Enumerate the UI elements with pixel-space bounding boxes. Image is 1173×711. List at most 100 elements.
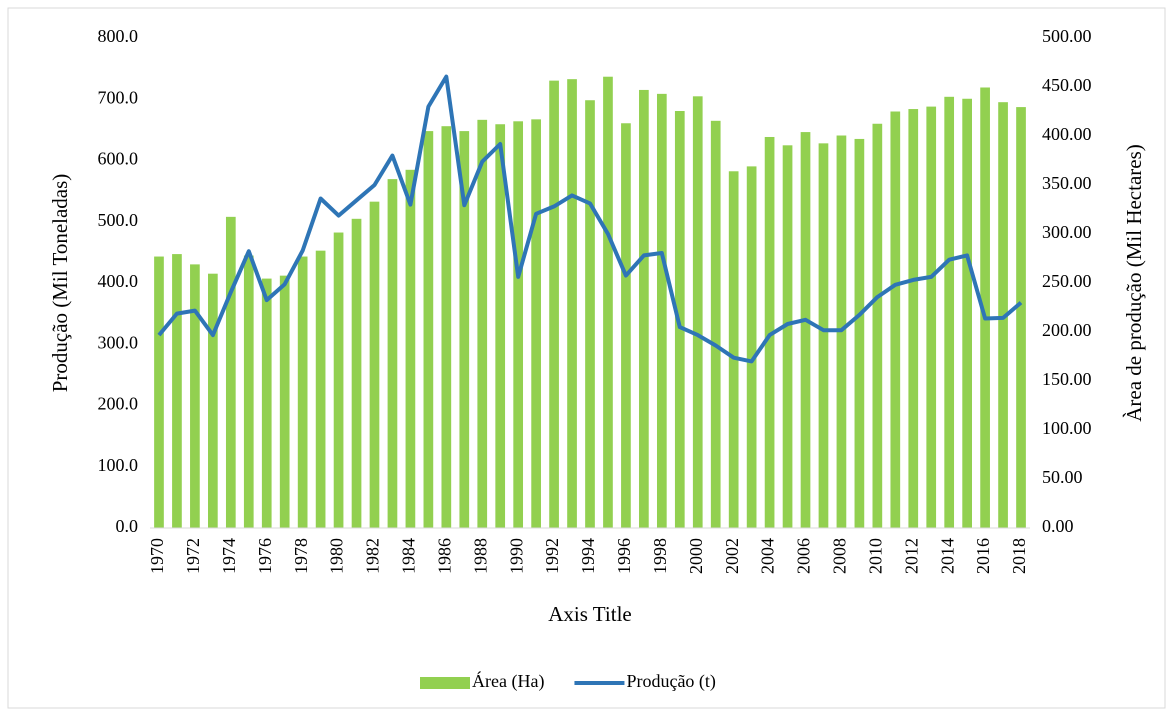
bar	[333, 232, 344, 528]
y2-tick-label: 250.00	[1042, 271, 1092, 291]
bar	[387, 179, 398, 528]
bar	[172, 254, 182, 528]
bar	[567, 79, 577, 528]
x-tick-label: 1996	[614, 538, 634, 574]
bar	[423, 131, 434, 528]
x-tick-label: 1990	[506, 538, 526, 574]
bar	[728, 171, 739, 528]
y2-tick-label: 400.00	[1042, 124, 1092, 144]
bar	[800, 132, 811, 528]
bar	[261, 278, 272, 528]
bar	[782, 145, 793, 528]
x-tick-label: 1992	[542, 538, 562, 574]
bar	[962, 98, 972, 528]
y-tick-label: 800.0	[98, 26, 139, 46]
bar	[944, 96, 955, 529]
bar	[603, 76, 613, 529]
bar	[441, 126, 452, 528]
bar	[998, 102, 1008, 528]
bar	[297, 256, 308, 528]
bar	[656, 93, 667, 529]
x-tick-label: 1994	[578, 538, 598, 574]
bar	[369, 201, 380, 528]
y-tick-label: 600.0	[98, 149, 139, 169]
bar	[351, 218, 362, 528]
bar	[405, 169, 416, 528]
x-tick-label: 1978	[291, 538, 311, 574]
bar	[243, 255, 254, 528]
x-tick-label: 1984	[399, 538, 419, 574]
bar	[764, 136, 775, 529]
bar	[872, 123, 883, 528]
y2-tick-label: 100.00	[1042, 418, 1092, 438]
y2-tick-label: 500.00	[1042, 26, 1092, 46]
bar	[154, 256, 164, 528]
bar	[279, 275, 290, 528]
bar	[190, 264, 200, 528]
y2-tick-label: 50.00	[1042, 467, 1083, 487]
x-tick-label: 2014	[937, 538, 957, 574]
x-tick-label: 2008	[830, 538, 850, 574]
bar	[531, 119, 541, 528]
bar	[1016, 107, 1026, 528]
bar	[746, 166, 757, 528]
y-tick-label: 300.0	[98, 332, 139, 352]
bar	[477, 119, 488, 528]
bar	[459, 131, 470, 528]
x-tick-label: 1986	[434, 538, 454, 574]
bar	[549, 80, 559, 528]
x-tick-label: 2018	[1009, 538, 1029, 574]
y2-tick-label: 0.00	[1042, 516, 1074, 536]
bar	[710, 120, 721, 528]
bar	[225, 216, 236, 528]
y-tick-label: 700.0	[98, 87, 139, 107]
bar	[639, 89, 649, 528]
bar	[692, 96, 703, 528]
legend-swatch	[420, 677, 470, 689]
y2-axis-title: Àrea de produção (Mil Hectares)	[1122, 144, 1146, 422]
x-tick-label: 2012	[901, 538, 921, 574]
y-tick-label: 200.0	[98, 394, 139, 414]
y-tick-label: 0.0	[116, 516, 139, 536]
x-axis-title: Axis Title	[548, 602, 631, 626]
bar	[585, 100, 595, 528]
bar	[495, 124, 506, 529]
x-tick-label: 2010	[865, 538, 885, 574]
y2-tick-label: 300.00	[1042, 222, 1092, 242]
y2-tick-label: 450.00	[1042, 75, 1092, 95]
x-tick-label: 2000	[686, 538, 706, 574]
legend-label: Área (Ha)	[472, 670, 544, 692]
x-tick-label: 1970	[147, 538, 167, 574]
y-tick-label: 500.0	[98, 210, 139, 230]
y2-tick-label: 200.00	[1042, 320, 1092, 340]
bar	[513, 121, 524, 529]
bar	[621, 123, 631, 528]
x-tick-label: 1972	[183, 538, 203, 574]
bar	[818, 143, 829, 528]
bar	[980, 87, 990, 529]
x-tick-label: 1988	[470, 538, 490, 574]
x-tick-label: 1974	[219, 538, 239, 574]
y-axis-title: Produção (Mil Toneladas)	[48, 174, 72, 393]
x-tick-label: 1980	[327, 538, 347, 574]
bar	[315, 250, 326, 528]
x-tick-label: 1976	[255, 538, 275, 574]
x-tick-label: 1982	[363, 538, 383, 574]
bar	[926, 106, 937, 528]
y2-tick-label: 350.00	[1042, 173, 1092, 193]
bar	[908, 109, 919, 529]
x-tick-label: 1998	[650, 538, 670, 574]
legend-label: Produção (t)	[626, 671, 715, 692]
x-tick-label: 2016	[973, 538, 993, 574]
line-series	[157, 74, 1023, 364]
bar	[208, 273, 218, 528]
x-tick-label: 2006	[794, 538, 814, 574]
bar	[854, 138, 865, 528]
y2-tick-label: 150.00	[1042, 369, 1092, 389]
x-tick-label: 2004	[758, 538, 778, 574]
y-tick-label: 400.0	[98, 271, 139, 291]
x-tick-label: 2002	[722, 538, 742, 574]
bar	[890, 111, 901, 528]
y-tick-label: 100.0	[98, 455, 139, 475]
